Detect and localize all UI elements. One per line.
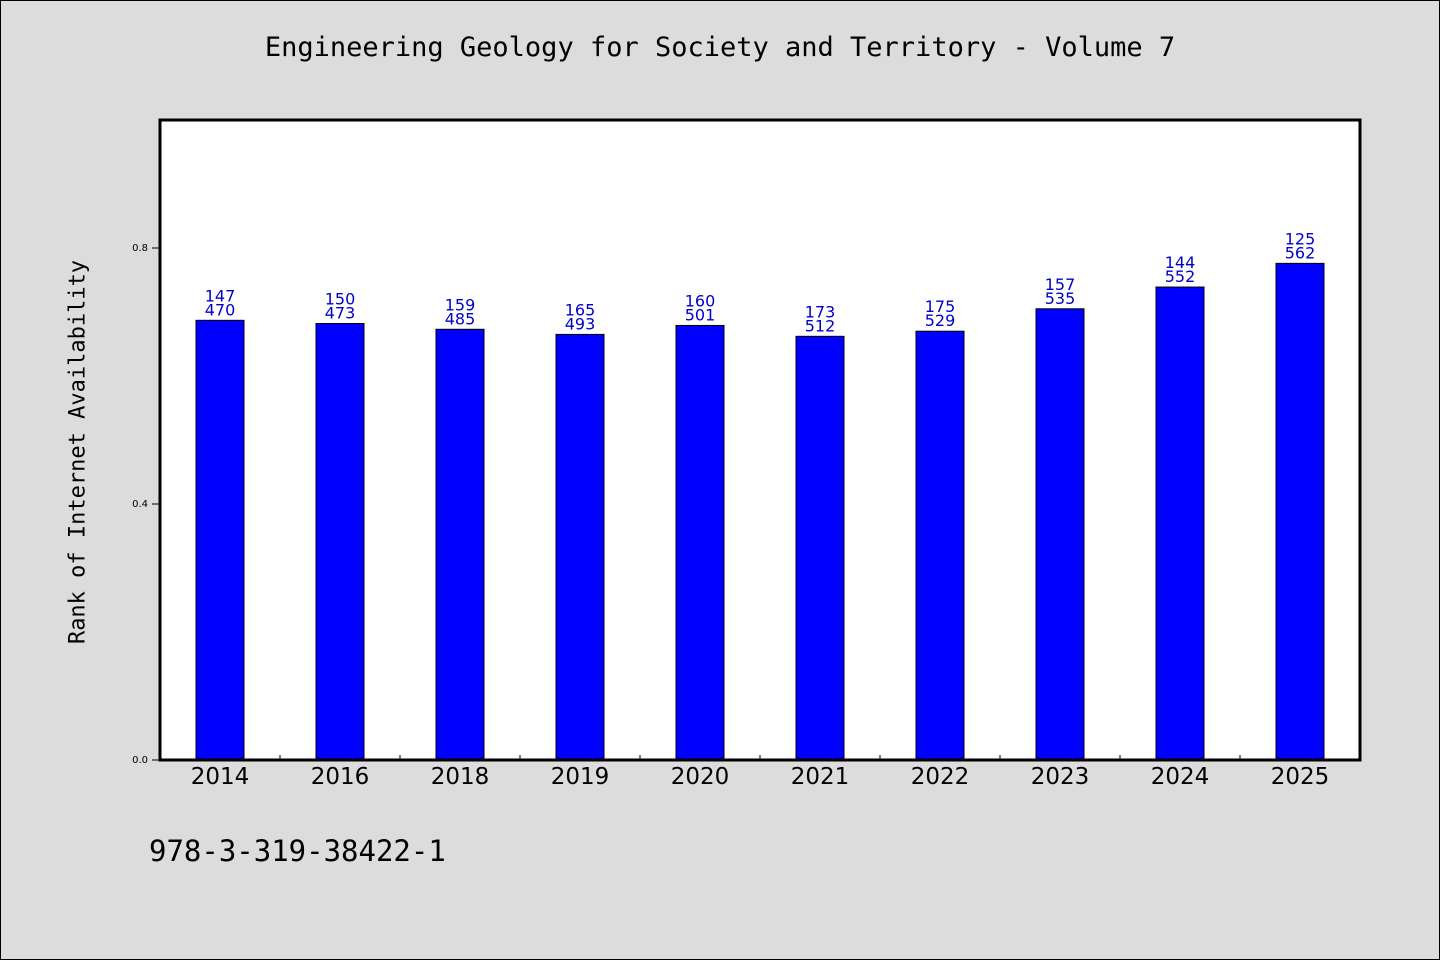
data-label-top: 160 (685, 291, 716, 310)
bar-series (195, 262, 1325, 761)
x-tick-label: 2022 (911, 764, 970, 790)
x-tick-label: 2023 (1031, 764, 1090, 790)
data-label-bottom: 470 (205, 300, 236, 319)
chart-title: Engineering Geology for Society and Terr… (264, 32, 1176, 63)
plot-border (158, 118, 1362, 762)
bar (795, 335, 845, 761)
data-label-top: 175 (925, 297, 956, 316)
bar (1275, 262, 1325, 761)
y-tick-label: 0.8 (132, 243, 148, 254)
x-tick-label: 2025 (1271, 764, 1330, 790)
bar (435, 328, 485, 761)
y-tick-label: 0.4 (132, 499, 148, 510)
isbn-code: 978-3-319-38422-1 (149, 834, 446, 868)
x-tick-label: 2020 (671, 764, 730, 790)
bar (195, 319, 245, 761)
x-tick-label: 2014 (191, 764, 250, 790)
x-tick-label: 2024 (1151, 764, 1210, 790)
bar (675, 324, 725, 761)
y-axis: 0.0 0.4 0.8 (132, 243, 160, 766)
data-label-bottom: 501 (685, 305, 716, 324)
data-label-top: 144 (1165, 253, 1196, 272)
x-tick-label: 2018 (431, 764, 490, 790)
data-label-top: 157 (1045, 275, 1076, 294)
data-label-bottom: 529 (925, 311, 956, 330)
x-axis: 2014 2016 2018 2019 2020 2021 2022 2023 2024 2025 (191, 755, 1330, 790)
data-label-bottom: 493 (565, 314, 596, 333)
y-tick-label: 0.0 (132, 755, 148, 766)
x-tick-label: 2016 (311, 764, 370, 790)
x-tick-label: 2019 (551, 764, 610, 790)
data-label-bottom: 535 (1045, 289, 1076, 308)
data-label-bottom: 473 (325, 304, 356, 323)
data-label-bottom: 512 (805, 316, 836, 335)
data-label-top: 165 (565, 300, 596, 319)
data-label-top: 125 (1285, 229, 1316, 248)
bar (555, 333, 605, 761)
data-label-top: 159 (445, 295, 476, 314)
x-tick-label: 2021 (791, 764, 850, 790)
bar (315, 323, 365, 761)
data-label-bottom: 562 (1285, 243, 1316, 262)
data-label-bottom: 552 (1165, 267, 1196, 286)
data-label-top: 173 (805, 302, 836, 321)
bar (915, 330, 965, 761)
data-label-top: 150 (325, 290, 356, 309)
data-label-bottom: 485 (445, 309, 476, 328)
bar (1155, 286, 1205, 761)
bar (1035, 308, 1085, 761)
data-label-top: 147 (205, 286, 236, 305)
